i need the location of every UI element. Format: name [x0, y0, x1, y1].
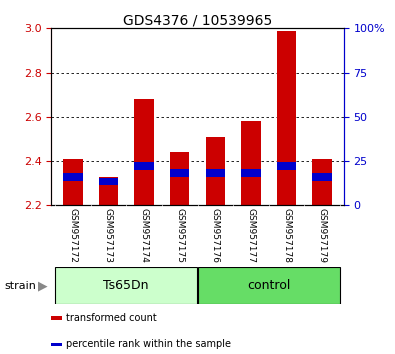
Text: control: control — [247, 279, 290, 292]
Bar — [312, 159, 332, 205]
Text: GSM957177: GSM957177 — [246, 208, 256, 263]
Bar — [241, 121, 261, 205]
Text: ▶: ▶ — [38, 279, 47, 292]
Bar — [170, 169, 190, 177]
Bar — [51, 316, 62, 320]
Text: Ts65Dn: Ts65Dn — [103, 279, 149, 292]
Bar — [99, 178, 118, 185]
Bar — [63, 173, 83, 181]
Text: GSM957179: GSM957179 — [318, 208, 327, 263]
Bar — [277, 162, 296, 170]
Text: GSM957173: GSM957173 — [104, 208, 113, 263]
Text: GSM957174: GSM957174 — [139, 208, 149, 263]
Bar — [99, 177, 118, 205]
Text: strain: strain — [4, 281, 36, 291]
Text: GSM957176: GSM957176 — [211, 208, 220, 263]
Bar — [170, 152, 190, 205]
Bar — [63, 159, 83, 205]
Bar — [134, 99, 154, 205]
Text: GSM957175: GSM957175 — [175, 208, 184, 263]
Text: GSM957178: GSM957178 — [282, 208, 291, 263]
Text: GSM957172: GSM957172 — [68, 208, 77, 263]
Bar — [205, 137, 225, 205]
Bar — [241, 169, 261, 177]
Title: GDS4376 / 10539965: GDS4376 / 10539965 — [123, 13, 272, 27]
Text: transformed count: transformed count — [66, 313, 157, 323]
Bar — [277, 30, 296, 205]
Bar — [312, 173, 332, 181]
Text: percentile rank within the sample: percentile rank within the sample — [66, 339, 231, 349]
Bar — [51, 343, 62, 346]
Bar — [198, 267, 340, 304]
Bar — [205, 169, 225, 177]
Bar — [55, 267, 198, 304]
Bar — [134, 162, 154, 170]
